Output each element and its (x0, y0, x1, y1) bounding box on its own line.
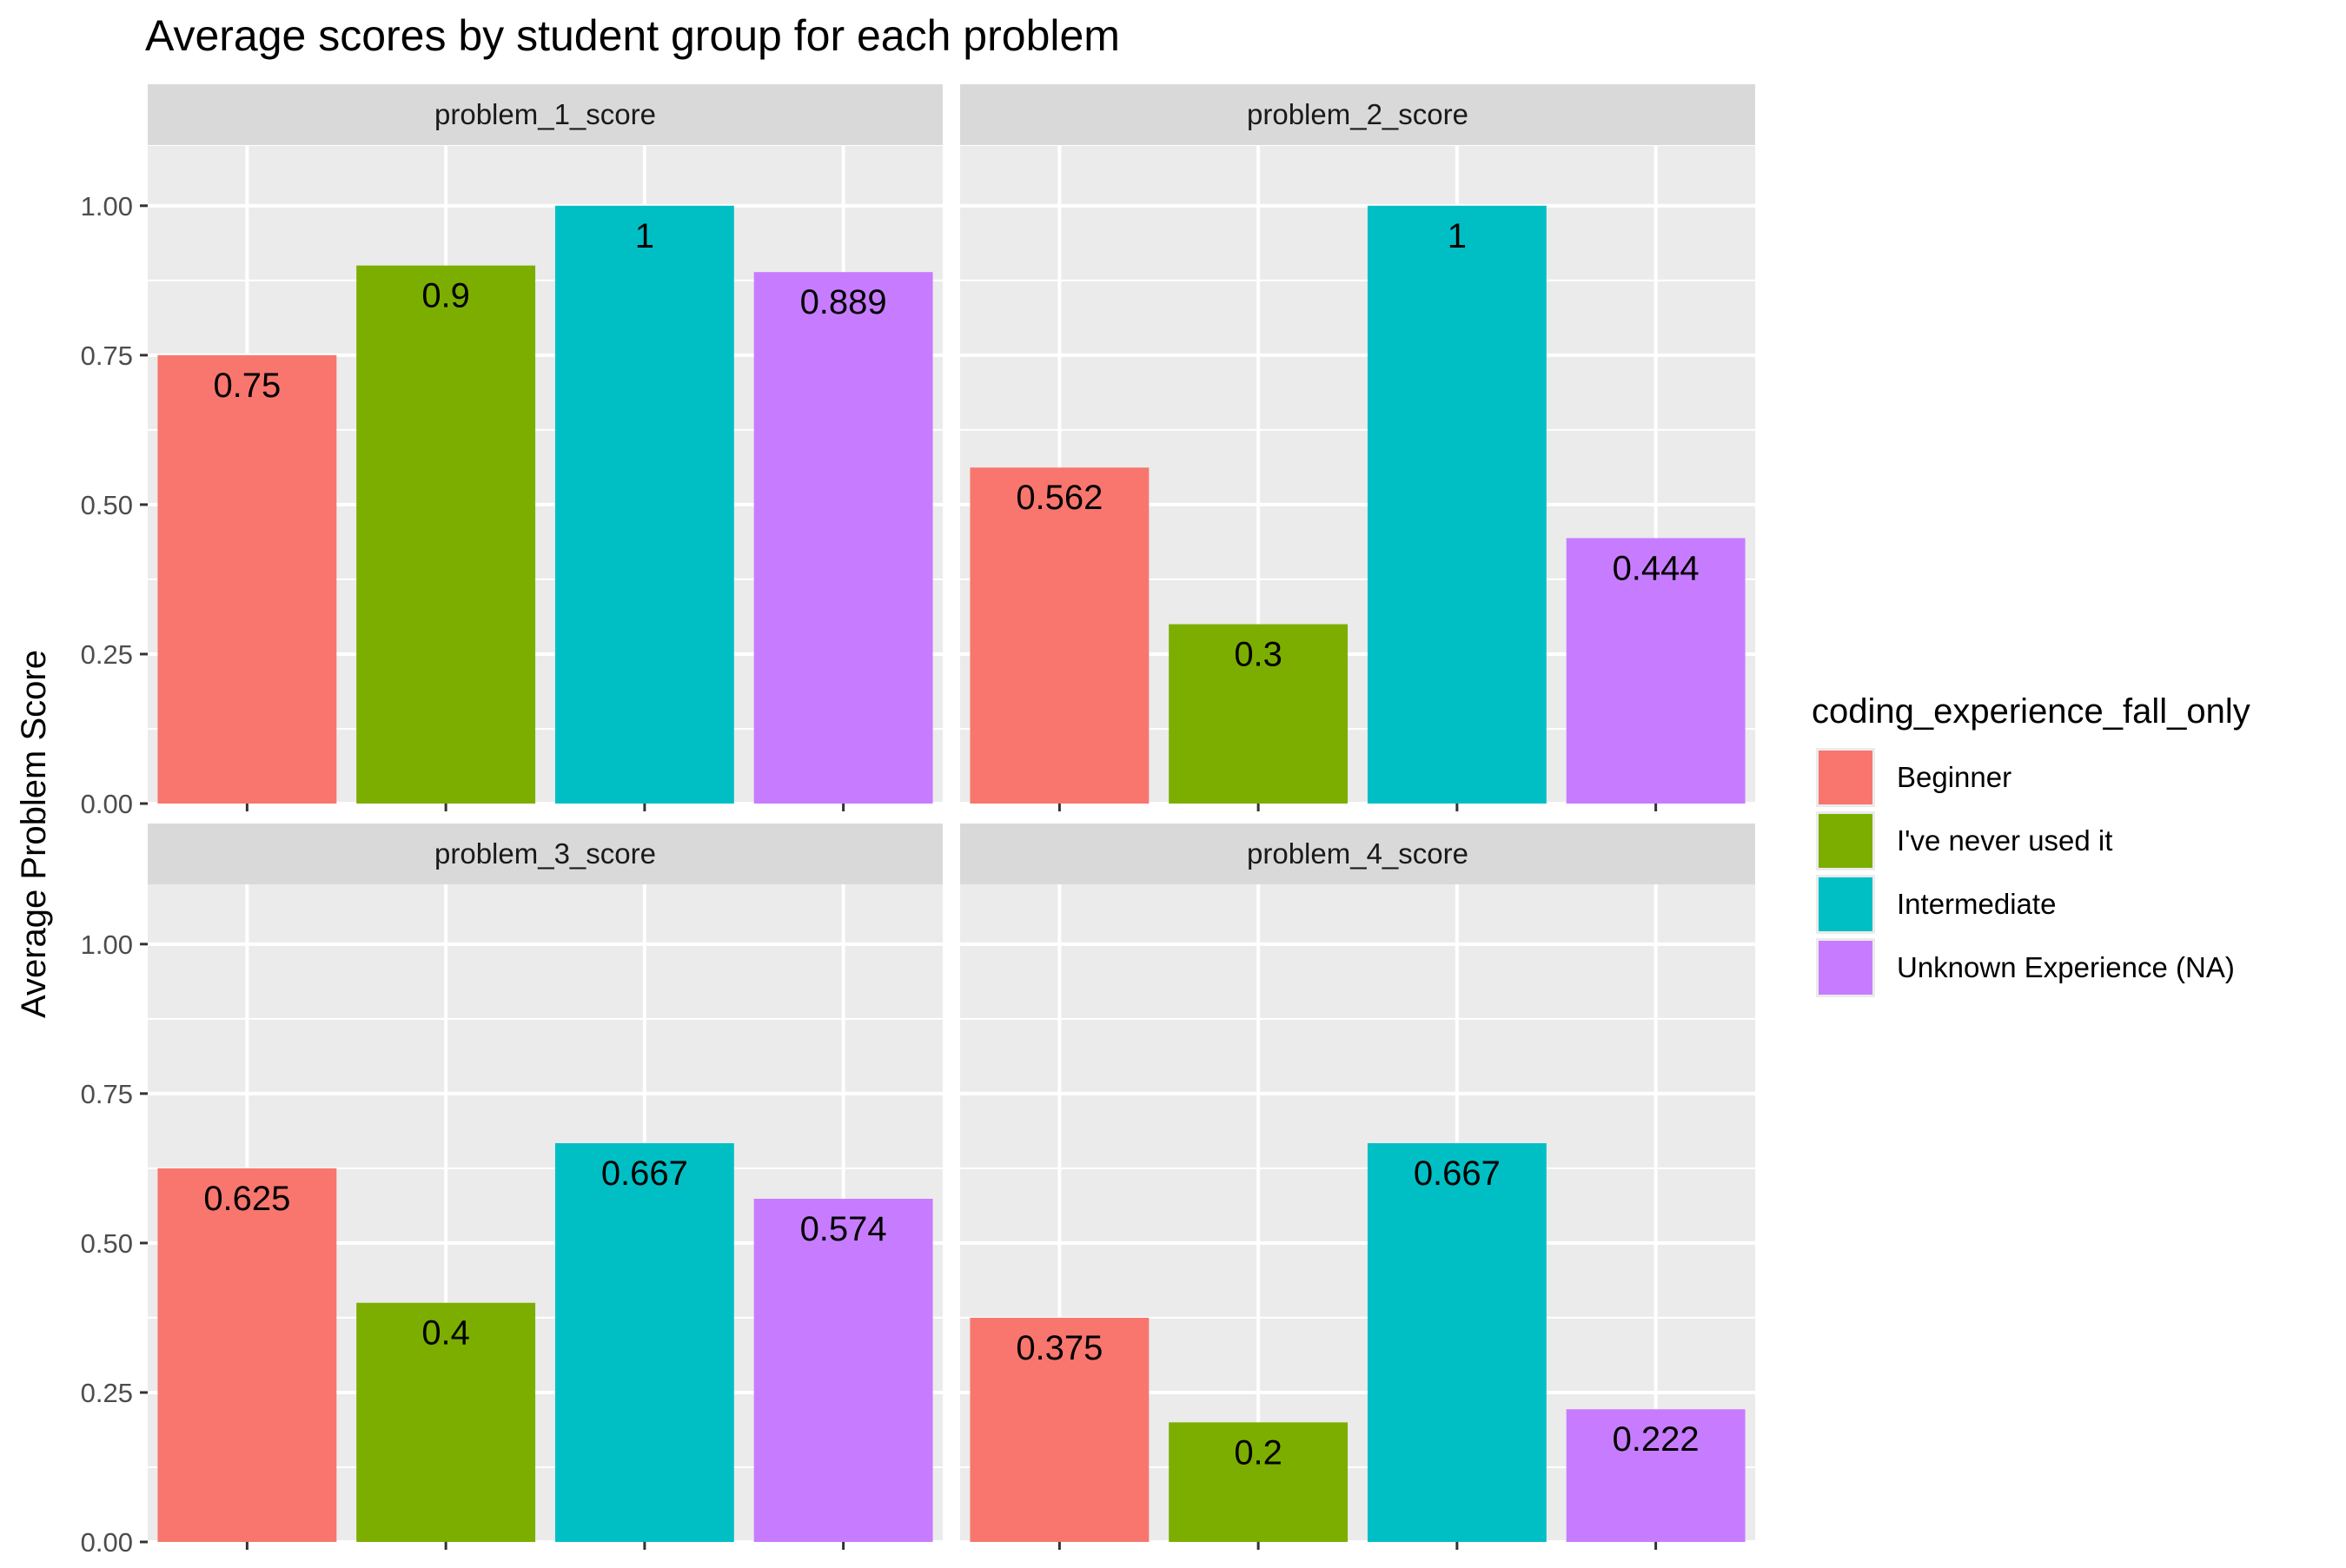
bar-value-label: 0.562 (1016, 479, 1103, 517)
legend: coding_experience_fall_only Beginner I've… (1812, 692, 2250, 997)
legend-label: Intermediate (1897, 888, 2056, 920)
legend-item: Unknown Experience (NA) (1816, 938, 2235, 997)
bar-value-label: 0.375 (1016, 1329, 1103, 1367)
y-tick-label: 1.00 (81, 191, 133, 222)
facet-strip (148, 824, 943, 884)
bar (1566, 538, 1746, 804)
y-tick-label: 0.25 (81, 1378, 133, 1408)
bar (753, 1198, 933, 1542)
facet-strip (960, 824, 1755, 884)
legend-item: I've never used it (1816, 811, 2112, 870)
legend-label: Unknown Experience (NA) (1897, 951, 2235, 983)
bar-value-label: 0.3 (1234, 636, 1282, 674)
bar-value-label: 0.625 (203, 1180, 290, 1218)
facet-strip-label: problem_1_score (434, 98, 656, 130)
bar-value-label: 0.667 (601, 1154, 688, 1193)
facet-strip (960, 84, 1755, 145)
bar (554, 1142, 734, 1542)
bar (157, 354, 337, 804)
facet-strip-label: problem_4_score (1247, 837, 1468, 870)
legend-swatch (1819, 751, 1872, 804)
y-tick-label: 0.75 (81, 1079, 133, 1109)
bar-value-label: 0.75 (213, 367, 281, 405)
chart-title: Average scores by student group for each… (145, 11, 1120, 60)
bar (1169, 624, 1349, 804)
facet-strip-label: problem_3_score (434, 837, 656, 870)
legend-items: Beginner I've never used it Intermediate Un… (1816, 748, 2235, 997)
bar (1566, 1409, 1746, 1542)
bar (157, 1168, 337, 1542)
legend-swatch (1819, 941, 1872, 995)
facet-strip (148, 84, 943, 145)
bar (1169, 1422, 1349, 1542)
bar (356, 1302, 536, 1542)
y-tick-label: 0.50 (81, 490, 133, 520)
bar (554, 205, 734, 804)
bar (356, 265, 536, 804)
legend-label: I've never used it (1897, 824, 2112, 857)
y-tick-label: 0.25 (81, 639, 133, 670)
bar-value-label: 0.2 (1234, 1433, 1282, 1472)
bar (1367, 1142, 1547, 1542)
bar-value-label: 0.444 (1613, 549, 1700, 587)
bar-value-label: 0.222 (1613, 1420, 1700, 1459)
y-axis-label: Average Problem Score (15, 650, 53, 1018)
y-tick-label: 1.00 (81, 930, 133, 960)
bar-value-label: 0.9 (421, 277, 470, 315)
legend-swatch (1819, 877, 1872, 931)
legend-item: Intermediate (1816, 875, 2056, 934)
bar-value-label: 1 (635, 217, 654, 255)
bar-value-label: 0.4 (421, 1314, 470, 1353)
bar-value-label: 0.889 (800, 283, 887, 321)
y-tick-label: 0.00 (81, 789, 133, 819)
bar (970, 1317, 1150, 1542)
y-tick-label: 0.50 (81, 1228, 133, 1259)
bar (970, 467, 1150, 804)
facet-strip-label: problem_2_score (1247, 98, 1468, 130)
legend-item: Beginner (1816, 748, 2011, 807)
y-tick-label: 0.00 (81, 1527, 133, 1558)
bar-value-label: 0.667 (1414, 1154, 1501, 1193)
facet-panel: problem_3_score 0.625 0.4 0.667 0.574 0.00 0.2… (81, 824, 943, 1558)
bar (753, 272, 933, 804)
bar-value-label: 0.574 (800, 1210, 887, 1248)
bar (1367, 205, 1547, 804)
bar-value-label: 1 (1448, 217, 1467, 255)
legend-title: coding_experience_fall_only (1812, 692, 2250, 731)
facet-panel: problem_2_score 0.562 0.3 1 0.444 (960, 84, 1755, 811)
legend-label: Beginner (1897, 761, 2011, 793)
facet-panels: problem_1_score 0.75 0.9 1 0.889 0.00 0.25 0.50… (81, 84, 1755, 1558)
y-tick-label: 0.75 (81, 341, 133, 371)
facet-panel: problem_1_score 0.75 0.9 1 0.889 0.00 0.25 0.50… (81, 84, 943, 819)
facet-panel: problem_4_score 0.375 0.2 0.667 0.222 (960, 824, 1755, 1550)
legend-swatch (1819, 814, 1872, 868)
